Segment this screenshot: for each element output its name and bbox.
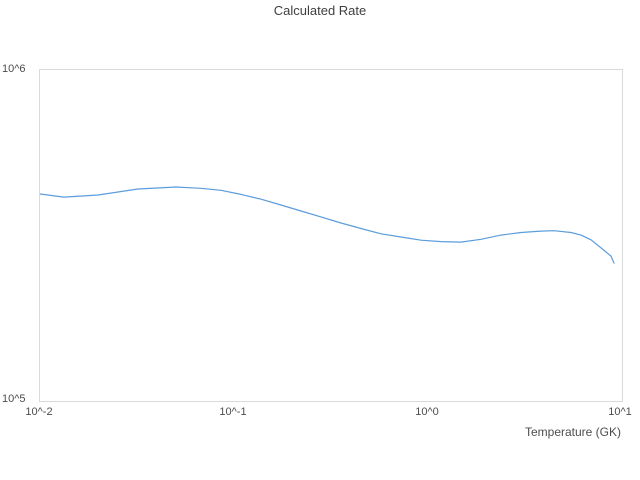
chart-title: Calculated Rate (273, 3, 367, 18)
rate-line-series (40, 186, 615, 264)
x-axis-title: Temperature (GK) (524, 425, 621, 439)
x-tick-label-1e-2: 10^-2 (25, 406, 53, 418)
x-tick-label-1e0: 10^0 (415, 406, 439, 418)
x-tick-label-1e1: 10^1 (608, 406, 632, 418)
plot-area (39, 69, 623, 402)
y-tick-label-1e5: 10^5 (2, 393, 26, 405)
x-tick-label-1e-1: 10^-1 (219, 406, 247, 418)
rate-line-svg (40, 186, 615, 264)
y-tick-label-1e6: 10^6 (2, 63, 26, 75)
